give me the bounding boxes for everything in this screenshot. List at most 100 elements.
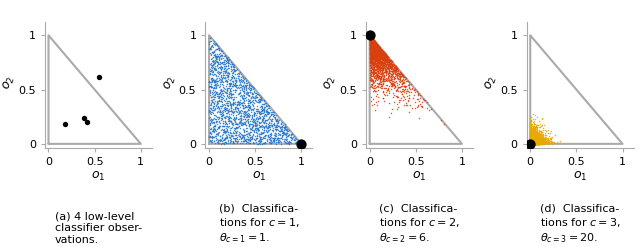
Point [287, 136, 297, 140]
Point [268, 126, 278, 130]
Point [225, 100, 235, 104]
Point [226, 78, 236, 82]
Point [529, 128, 540, 132]
Point [268, 139, 278, 143]
Point [530, 136, 540, 140]
Point [527, 136, 537, 140]
Point [220, 75, 230, 79]
Point [540, 137, 550, 141]
Point [525, 134, 536, 138]
Point [525, 137, 536, 141]
Point [262, 118, 273, 122]
Point [372, 53, 382, 57]
Point [527, 140, 537, 144]
Point [532, 142, 542, 145]
Point [365, 57, 376, 61]
Point [378, 58, 388, 62]
Point [243, 107, 253, 111]
Point [224, 112, 234, 116]
Point [527, 140, 537, 144]
Point [532, 140, 543, 144]
Point [371, 75, 381, 79]
Point [373, 46, 383, 50]
Point [244, 122, 255, 126]
Point [368, 62, 378, 66]
Point [383, 55, 393, 59]
Point [365, 78, 376, 82]
Point [369, 38, 379, 42]
Point [525, 139, 536, 143]
Point [534, 141, 545, 144]
Point [371, 100, 381, 104]
Point [536, 140, 547, 144]
Point [526, 139, 536, 143]
Point [239, 82, 249, 85]
Point [414, 116, 424, 120]
Point [525, 134, 536, 138]
Point [526, 136, 536, 140]
Point [224, 71, 234, 75]
Point [380, 64, 390, 68]
Point [252, 95, 262, 99]
Point [379, 57, 389, 61]
Point [367, 56, 377, 60]
Point [529, 131, 540, 135]
Point [527, 133, 538, 137]
Point [527, 136, 538, 140]
Point [397, 89, 408, 93]
Point [529, 139, 540, 143]
Point [529, 136, 539, 140]
Point [212, 119, 222, 123]
Point [369, 51, 379, 55]
Point [220, 122, 230, 126]
Point [525, 140, 536, 144]
Point [250, 134, 260, 138]
Point [222, 79, 232, 82]
Point [375, 58, 385, 62]
Point [397, 92, 408, 96]
Point [221, 134, 232, 138]
Point [245, 135, 255, 139]
Point [370, 48, 380, 52]
Point [205, 115, 215, 119]
Point [241, 90, 252, 94]
Point [537, 138, 547, 142]
Point [529, 136, 539, 140]
Point [365, 50, 375, 54]
Point [526, 135, 536, 139]
Point [218, 62, 228, 66]
Point [371, 51, 381, 55]
Point [223, 95, 234, 99]
Point [228, 74, 238, 78]
Point [526, 127, 536, 131]
Point [525, 140, 536, 144]
Point [212, 44, 223, 48]
Point [216, 93, 226, 97]
Point [227, 134, 237, 138]
Point [540, 135, 550, 139]
Point [369, 42, 380, 46]
Point [239, 80, 249, 84]
Point [221, 56, 232, 60]
Point [379, 58, 389, 62]
Point [530, 129, 540, 133]
Point [530, 138, 540, 142]
Point [217, 89, 227, 93]
Point [365, 43, 375, 47]
Point [258, 107, 268, 111]
Point [525, 141, 536, 145]
Point [266, 131, 276, 135]
Point [217, 62, 227, 65]
Point [371, 89, 381, 93]
Point [394, 72, 404, 76]
Point [259, 108, 269, 112]
Point [366, 56, 376, 60]
Point [243, 99, 253, 103]
Point [525, 134, 536, 138]
Point [393, 71, 403, 75]
Point [527, 138, 537, 142]
Point [216, 104, 226, 108]
Point [526, 141, 536, 144]
Point [525, 141, 536, 144]
Point [374, 47, 384, 51]
